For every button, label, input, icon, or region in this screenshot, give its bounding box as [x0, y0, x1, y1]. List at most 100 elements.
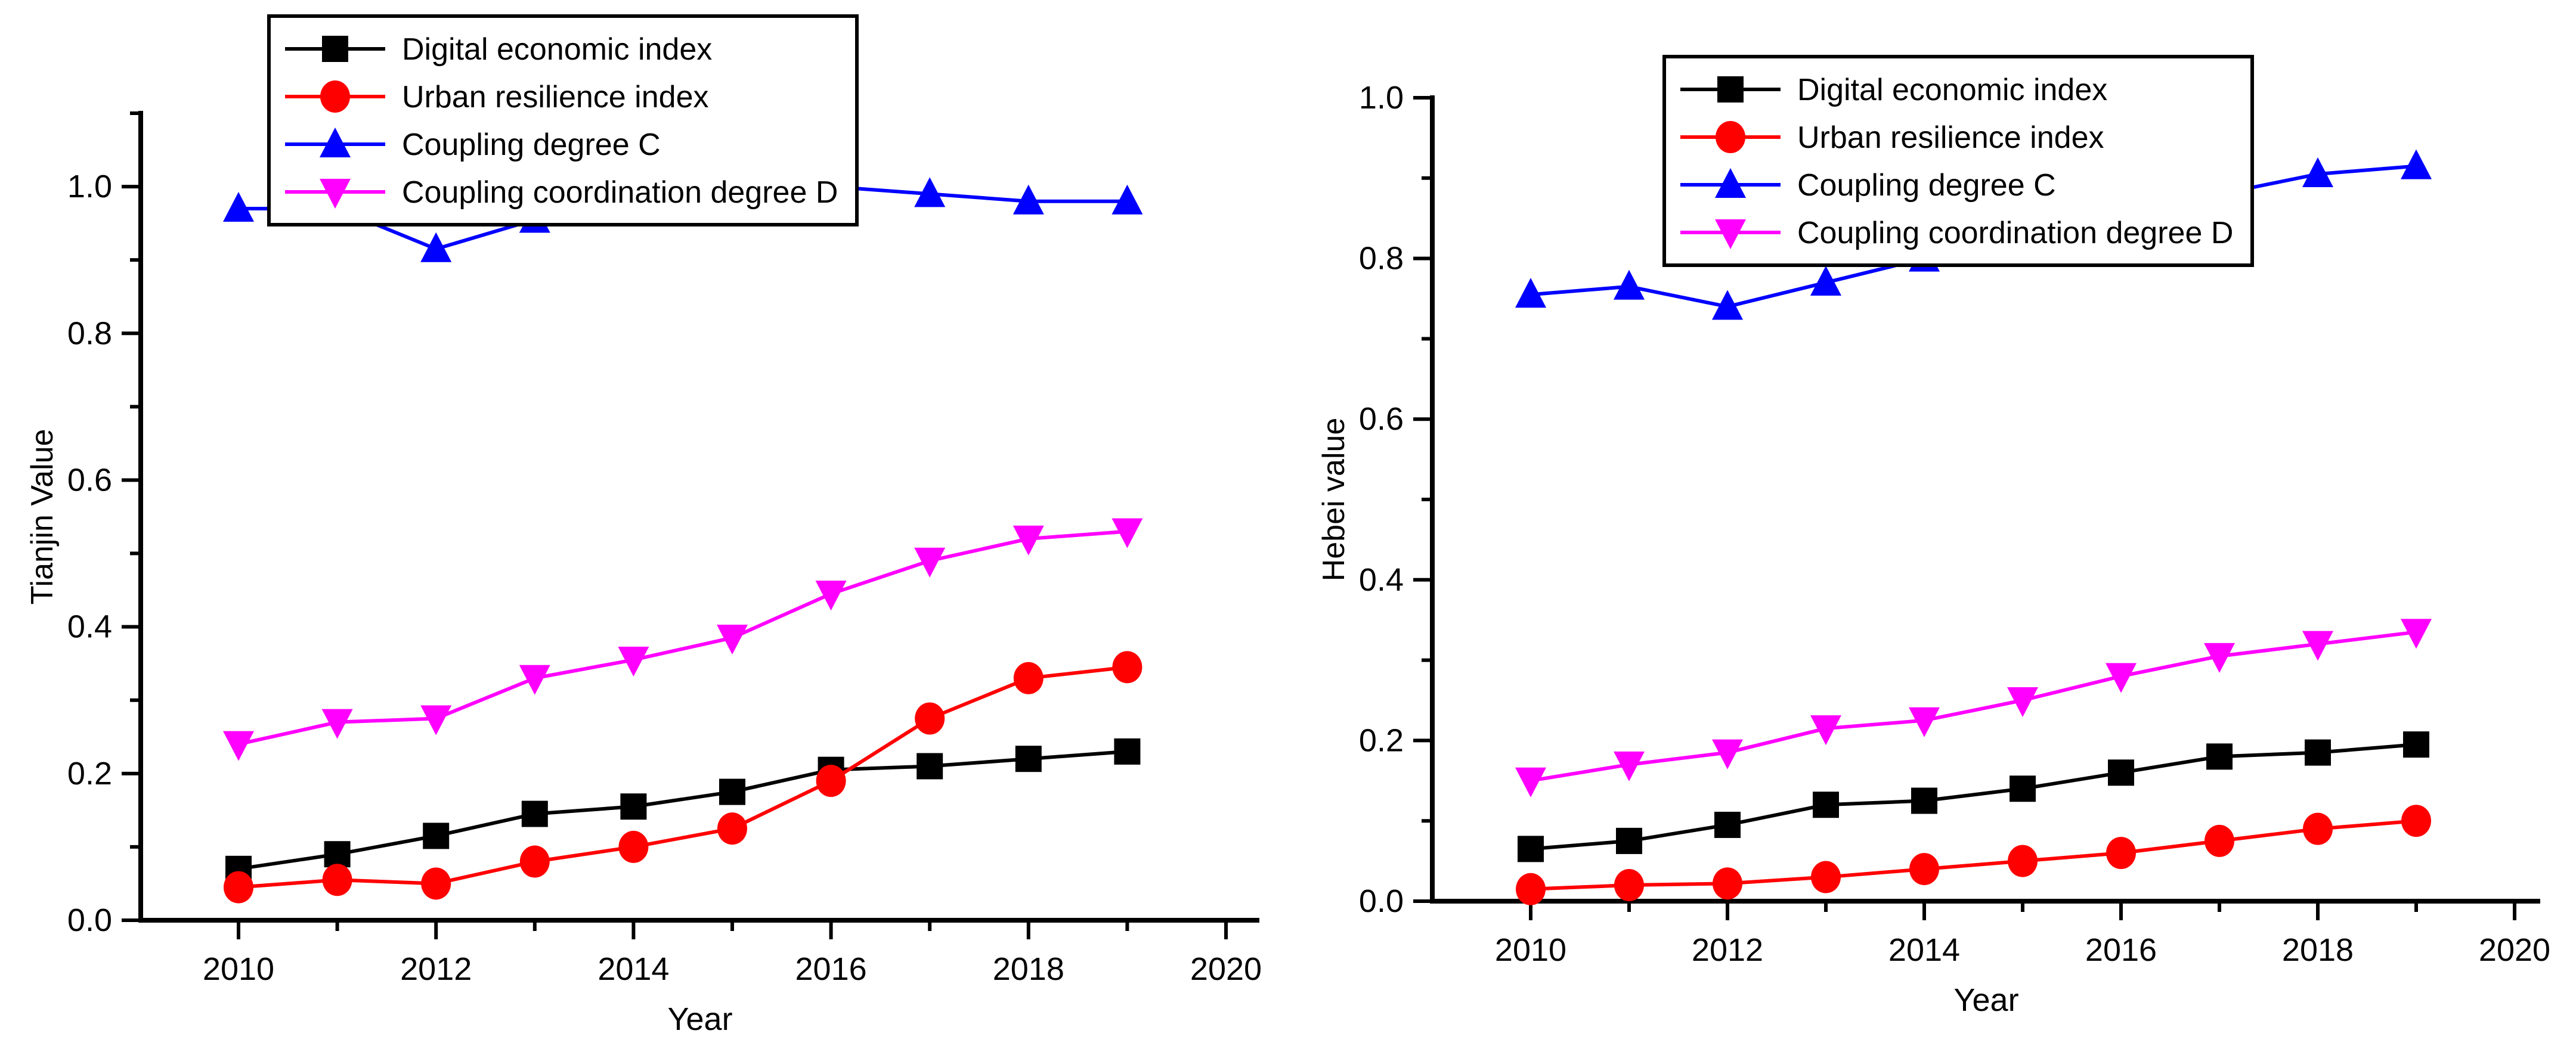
y-tick-label: 0.4 [67, 609, 112, 645]
coupling-coordination-degree-d-marker [321, 709, 353, 739]
x-tick-label: 2014 [597, 951, 669, 987]
x-tick-label: 2016 [795, 951, 867, 987]
x-tick-label: 2010 [1495, 932, 1566, 968]
urban-resilience-index-line [1530, 819, 2417, 891]
legend-marker [1717, 76, 1744, 103]
digital-economic-index-marker [423, 823, 450, 849]
x-axis-title: Year [1953, 982, 2018, 1018]
legend-marker [1715, 168, 1746, 198]
coupling-degree-c-marker [2302, 157, 2333, 188]
urban-resilience-index-marker [2401, 805, 2431, 837]
legend-label: Coupling coordination degree D [402, 174, 838, 210]
digital-economic-index-marker [917, 753, 943, 780]
legend-label: Coupling degree C [402, 126, 661, 162]
x-axis-title: Year [667, 1001, 732, 1037]
x-tick-label: 2016 [2085, 932, 2157, 968]
x-tick-label: 2012 [400, 951, 472, 987]
circle-legend-icon [285, 80, 385, 113]
y-tick-label: 0.6 [1359, 401, 1404, 437]
coupling-degree-c-marker [914, 177, 946, 207]
square-legend-icon [1680, 76, 1781, 103]
digital-economic-index-marker [2108, 759, 2134, 786]
coupling-degree-c-marker [1810, 266, 1841, 296]
digital-economic-index-marker [1616, 827, 1642, 854]
coupling-coordination-degree-d-marker [1712, 739, 1743, 769]
coupling-coordination-degree-d-marker [717, 625, 748, 655]
coupling-degree-c-marker [223, 192, 254, 222]
x-tick-label: 2014 [1888, 932, 1960, 968]
coupling-coordination-degree-d-marker [2007, 687, 2038, 717]
coupling-coordination-degree-d-marker [1111, 518, 1143, 548]
legend-item-digital-economic-index: Digital economic index [283, 25, 838, 73]
y-tick-label: 0.2 [1359, 722, 1404, 758]
x-tick-label: 2012 [1692, 932, 1763, 968]
x-tick-label: 2020 [2479, 932, 2550, 968]
hebei-line-chart: 0.0 0.2 0.4 0.6 0.8 1.0 2010 2012 2014 2016 2018 20… [1317, 80, 2550, 1018]
digital-economic-index-marker [521, 800, 548, 827]
digital-economic-index-line [1530, 743, 2417, 851]
digital-economic-index-marker [2010, 775, 2036, 802]
coupling-coordination-degree-d-line [238, 529, 1128, 746]
urban-resilience-index-marker [915, 702, 945, 735]
urban-resilience-index-marker [421, 867, 451, 900]
urban-resilience-index-marker [519, 845, 550, 878]
y-tick-label: 0.8 [67, 315, 112, 351]
digital-economic-index-marker [1911, 787, 1937, 814]
legend-marker [320, 179, 351, 209]
legend-item-digital-economic-index: Digital economic index [1678, 66, 2233, 113]
coupling-degree-c-marker [1013, 184, 1044, 215]
urban-resilience-index-marker [322, 864, 352, 896]
triangle-down-legend-icon [1680, 219, 1781, 249]
legend-item-coupling-coordination-degree-d: Coupling coordination degree D [283, 168, 838, 216]
coupling-coordination-degree-d-marker [2302, 631, 2333, 661]
digital-economic-index-marker [719, 778, 745, 805]
urban-resilience-index-marker [618, 830, 649, 863]
coupling-degree-c-marker [1712, 290, 1743, 320]
tianjin-legend: Digital economic index Urban resilience i… [267, 14, 859, 226]
digital-economic-index-marker [324, 841, 351, 868]
coupling-coordination-degree-d-marker [1810, 715, 1841, 746]
tianjin-chart-panel: 0.0 0.2 0.4 0.6 0.8 1.0 2010 2012 2014 2016 2018 20… [25, 14, 1262, 1037]
triangle-down-legend-icon [285, 179, 385, 209]
urban-resilience-index-marker [1112, 651, 1143, 684]
y-tick-label: 0.2 [67, 756, 112, 792]
coupling-degree-c-marker [1614, 269, 1645, 300]
coupling-degree-c-marker [1111, 184, 1143, 215]
legend-marker [320, 80, 350, 113]
urban-resilience-index-marker [1909, 853, 1939, 886]
x-tick-label: 2018 [2282, 932, 2354, 968]
urban-resilience-index-marker [717, 812, 747, 845]
coupling-coordination-degree-d-marker [1515, 767, 1546, 797]
coupling-coordination-degree-d-marker [420, 705, 452, 735]
urban-resilience-index-marker [2106, 837, 2136, 870]
circle-legend-icon [1680, 121, 1781, 153]
y-tick-label: 1.0 [67, 169, 112, 204]
legend-marker [1715, 219, 1746, 249]
coupling-coordination-degree-d-marker [2401, 619, 2432, 649]
legend-label: Digital economic index [402, 31, 713, 67]
digital-economic-index-line [238, 749, 1128, 871]
x-tick-label: 2020 [1190, 951, 1262, 987]
x-tick-label: 2018 [993, 951, 1064, 987]
coupling-coordination-degree-d-marker [914, 547, 946, 578]
coupling-coordination-degree-d-marker [1013, 525, 1044, 555]
urban-resilience-index-marker [1614, 869, 1644, 902]
digital-economic-index-marker [1015, 746, 1042, 772]
urban-resilience-index-line [238, 665, 1128, 889]
legend-marker [1716, 121, 1745, 153]
digital-economic-index-marker [2403, 731, 2429, 758]
coupling-degree-c-marker [1515, 278, 1546, 308]
digital-economic-index-marker [2206, 743, 2233, 770]
y-tick-label: 1.0 [1359, 80, 1404, 116]
y-axis-title: Hebei value [1317, 418, 1351, 582]
digital-economic-index-marker [2305, 739, 2331, 766]
x-tick-label: 2010 [203, 951, 274, 987]
legend-item-coupling-degree-c: Coupling degree C [1678, 161, 2233, 209]
hebei-chart-panel: 0.0 0.2 0.4 0.6 0.8 1.0 2010 2012 2014 2016 2018 20… [1288, 0, 2576, 1049]
urban-resilience-index-marker [1713, 867, 1742, 900]
urban-resilience-index-marker [2205, 824, 2234, 857]
legend-label: Digital economic index [1797, 72, 2108, 107]
legend-item-coupling-degree-c: Coupling degree C [283, 120, 838, 168]
coupling-degree-c-marker [420, 232, 452, 262]
